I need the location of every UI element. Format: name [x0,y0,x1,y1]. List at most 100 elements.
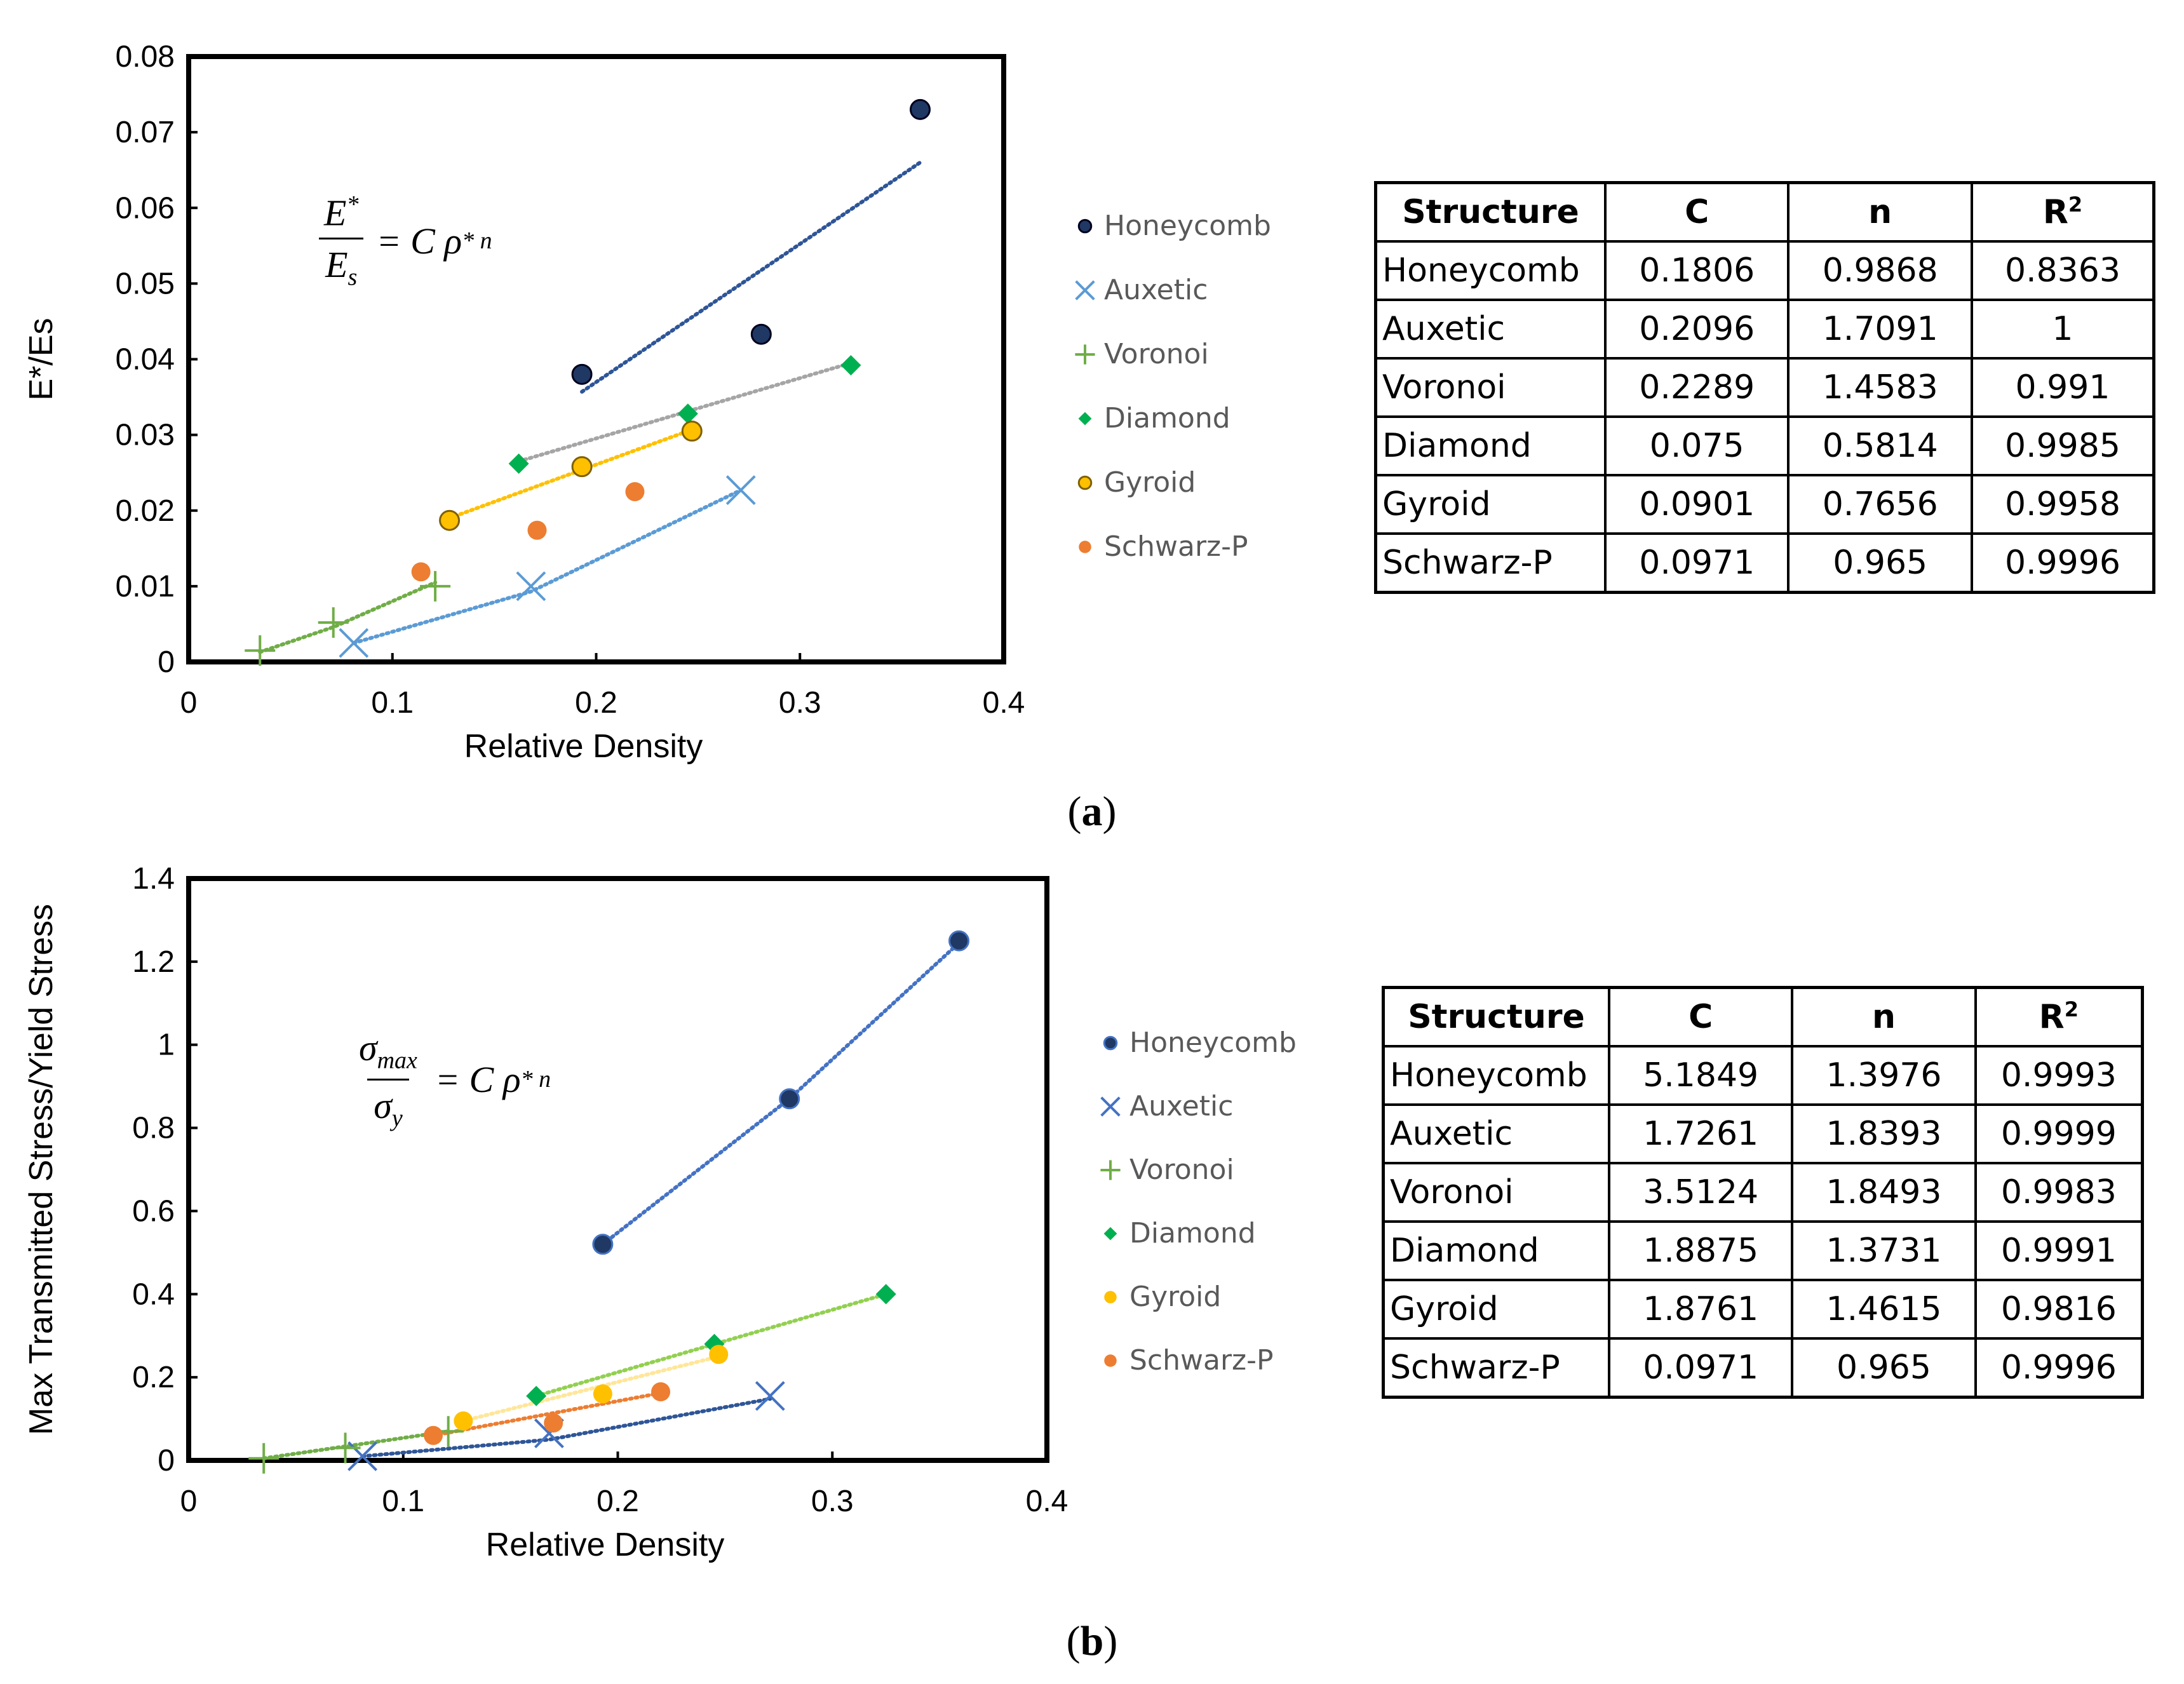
table-cell: 3.5124 [1608,1162,1794,1223]
point-honeycomb [592,1234,614,1255]
x-tick-label: 0.3 [811,1485,854,1518]
point-diamond [840,355,861,376]
y-tick-label: 0 [158,645,175,679]
legend-marker-voronoi [1100,1159,1121,1180]
legend-item-voronoi: Voronoi [1099,1154,1234,1186]
point-auxetic [725,475,756,506]
point-diamond [526,1385,547,1406]
point-gyroid [593,1384,612,1404]
legend-item-auxetic: Auxetic [1074,274,1208,306]
table-cell: 1.8393 [1791,1103,1977,1164]
table-header-cell: Structure [1382,986,1611,1047]
table-cell: 0.9983 [1974,1162,2144,1223]
table-cell: 0.7656 [1787,474,1973,535]
table-cell: 1.7091 [1787,299,1973,360]
table-cell: Voronoi [1382,1162,1611,1223]
table-cell: Gyroid [1382,1279,1611,1340]
table-cell: 0.0971 [1603,532,1790,594]
table-cell: Gyroid [1374,474,1607,535]
point-schwarzp [651,1382,671,1402]
point-diamond [508,453,529,474]
table-row: Diamond 0.075 0.5814 0.9985 [1374,415,2155,476]
formula-b: σmax σy = C ρ * n [359,1027,551,1132]
table-row: Gyroid 1.8761 1.4615 0.9816 [1382,1279,2144,1340]
table-cell: 0.5814 [1787,415,1973,476]
point-diamond [677,403,698,424]
legend-marker-voronoi [1075,344,1095,365]
legend-marker-shape [1103,1035,1118,1050]
legend-item-voronoi: Voronoi [1074,338,1209,370]
table-header-cell: C [1608,986,1794,1047]
point-schwarzp [424,1425,443,1445]
y-tick-label: 1 [158,1028,175,1062]
table-row: Schwarz-P 0.0971 0.965 0.9996 [1382,1337,2144,1399]
x-tick-label: 0.1 [382,1485,424,1518]
table-cell: 1.8761 [1608,1279,1794,1340]
table-cell: 1.3731 [1791,1220,1977,1281]
legend-marker-gyroid [1104,1290,1117,1303]
y-tick-label: 0.8 [132,1112,175,1145]
table-cell: 0.9996 [1974,1337,2144,1399]
point-diamond [704,1333,725,1354]
x-tick-label: 0 [180,686,198,720]
point-auxetic [516,571,546,602]
point-gyroid [709,1345,729,1364]
table-row: Schwarz-P 0.0971 0.965 0.9996 [1374,532,2155,594]
y-tick-label: 0.06 [116,191,175,225]
legend-item-gyroid: Gyroid [1099,1281,1221,1313]
point-gyroid [439,509,461,531]
table-header-cell: n [1791,986,1977,1047]
table-cell: 0.2289 [1603,357,1790,418]
table-cell: 0.9985 [1970,415,2155,476]
x-tick-label: 0.1 [371,686,414,720]
point-voronoi [248,1443,280,1474]
y-tick-label: 1.2 [132,945,175,979]
table-row: Voronoi 3.5124 1.8493 0.9983 [1382,1162,2144,1223]
legend-label: Gyroid [1129,1281,1222,1313]
trendline-auxetic [360,1397,772,1458]
point-honeycomb [948,930,970,952]
legend-marker-shape [1075,344,1095,365]
legend-marker-shape [1079,540,1091,553]
trendline-schwarzp [431,1391,663,1438]
table-cell: 1.8875 [1608,1220,1794,1281]
point-voronoi [420,570,451,602]
x-tick-label: 0.4 [983,686,1025,720]
plot-area [186,54,1006,664]
legend-label: Honeycomb [1129,1027,1297,1059]
point-gyroid [681,421,703,442]
legend-item-diamond: Diamond [1074,402,1230,434]
legend-label: Schwarz-P [1104,530,1248,563]
table-cell: Honeycomb [1374,240,1607,301]
legend-marker-shape [1103,1227,1117,1240]
y-tick-label: 0.6 [132,1194,175,1228]
point-diamond [875,1284,896,1305]
point-honeycomb [779,1088,800,1110]
panel-b: 0 0.2 0.4 0.6 0.8 1 1.2 1.4 0 0.1 0.2 0.3 0.4 Relativ… [0,842,2184,1684]
table-header-cell: Structure [1374,181,1607,243]
table-cell: 0.0971 [1608,1337,1794,1399]
trendline-voronoi [262,1429,450,1460]
y-tick-label: 0.02 [116,494,175,528]
table-cell: 5.1849 [1608,1045,1794,1106]
table-header-cell-r2: R2 [1974,986,2144,1047]
table-cell: 0.0901 [1603,474,1790,535]
table-cell: Schwarz-P [1374,532,1607,594]
x-tick-label: 0 [180,1485,198,1518]
x-tick-label: 0.4 [1026,1485,1068,1518]
table-cell: 1.7261 [1608,1103,1794,1164]
legend-item-gyroid: Gyroid [1074,466,1196,499]
table-cell: 0.965 [1791,1337,1977,1399]
chart-b: 0 0.2 0.4 0.6 0.8 1 1.2 1.4 0 0.1 0.2 0.3 0.4 Relativ… [23,862,1068,1563]
point-voronoi [318,607,349,638]
legend-item-schwarzp: Schwarz-P [1099,1344,1274,1377]
y-tick-label: 0 [158,1444,175,1478]
point-auxetic [339,628,369,658]
table-cell: 1.4583 [1787,357,1973,418]
table-cell: Auxetic [1374,299,1607,360]
legend-marker-shape [1078,412,1092,425]
legend-marker-shape [1077,475,1093,490]
